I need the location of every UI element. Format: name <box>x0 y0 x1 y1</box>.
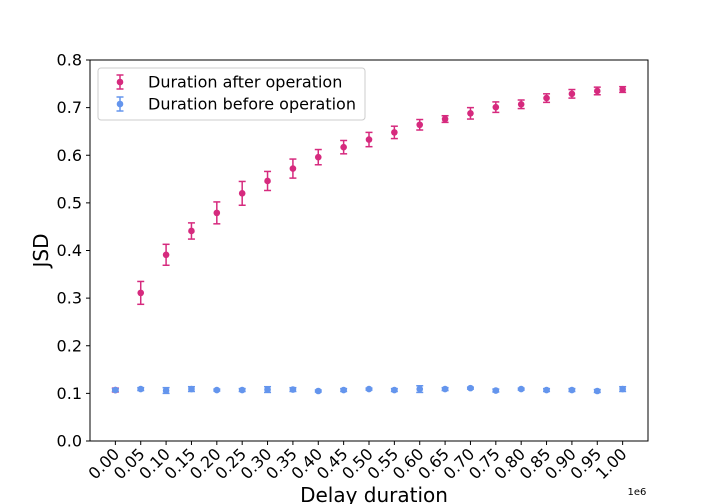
data-point <box>568 90 576 98</box>
legend: Duration after operation Duration before … <box>97 67 366 121</box>
x-axis-label: Delay duration <box>300 483 448 504</box>
data-point <box>238 190 246 197</box>
data-point <box>238 386 246 394</box>
x-axis-offset-label: 1e6 <box>628 487 647 498</box>
data-point <box>188 385 195 393</box>
data-point <box>593 387 601 395</box>
data-point <box>264 386 271 393</box>
data-point <box>162 387 170 394</box>
series-1 <box>111 85 627 394</box>
legend-marker-point <box>116 100 124 108</box>
data-point <box>619 385 626 393</box>
y-tick-label: 0.6 <box>57 146 82 165</box>
data-point <box>517 100 525 108</box>
data-point <box>568 386 576 394</box>
ticks-layer: 0.00.10.20.30.40.50.60.70.80.000.050.100… <box>57 51 631 484</box>
data-point <box>517 385 525 393</box>
data-point <box>137 385 145 393</box>
data-point <box>340 386 347 394</box>
y-tick-label: 0.3 <box>57 289 82 308</box>
data-point <box>441 115 449 123</box>
data-point <box>264 177 271 185</box>
y-tick-label: 0.7 <box>57 98 82 117</box>
legend-marker-point <box>116 78 124 86</box>
data-point <box>593 87 601 95</box>
data-point <box>543 386 550 394</box>
legend-box <box>97 67 366 121</box>
legend-label: Duration after operation <box>148 73 342 92</box>
data-point <box>289 386 297 393</box>
data-point <box>112 386 119 394</box>
data-point <box>619 86 626 93</box>
x-tick-label: 1.00 <box>592 444 631 483</box>
y-tick-label: 0.2 <box>57 336 82 355</box>
data-point <box>188 227 195 235</box>
data-point <box>492 387 500 394</box>
data-point <box>365 136 373 143</box>
data-point <box>416 385 424 393</box>
y-axis-label: JSD <box>29 234 53 270</box>
data-point <box>391 129 398 136</box>
data-point <box>441 385 449 393</box>
data-point <box>213 209 221 217</box>
data-point <box>391 386 398 394</box>
y-tick-label: 0.1 <box>57 384 82 403</box>
data-point <box>492 103 500 111</box>
data-point <box>365 385 373 393</box>
data-point <box>137 289 145 297</box>
data-point <box>467 384 474 392</box>
y-tick-label: 0.4 <box>57 241 82 260</box>
legend-label: Duration before operation <box>148 95 356 114</box>
data-point <box>340 143 347 151</box>
data-point <box>467 110 474 117</box>
data-point <box>543 94 550 102</box>
legend-entries: Duration after operation Duration before … <box>116 73 356 114</box>
marks-layer <box>111 85 627 395</box>
data-point <box>162 251 170 259</box>
data-point <box>289 165 297 172</box>
data-point <box>314 387 322 395</box>
series-2 <box>111 384 627 395</box>
y-tick-label: 0.0 <box>57 432 82 451</box>
data-point <box>416 121 424 129</box>
data-point <box>314 153 322 161</box>
y-tick-label: 0.5 <box>57 193 82 212</box>
y-tick-label: 0.8 <box>57 51 82 70</box>
data-point <box>213 386 221 394</box>
